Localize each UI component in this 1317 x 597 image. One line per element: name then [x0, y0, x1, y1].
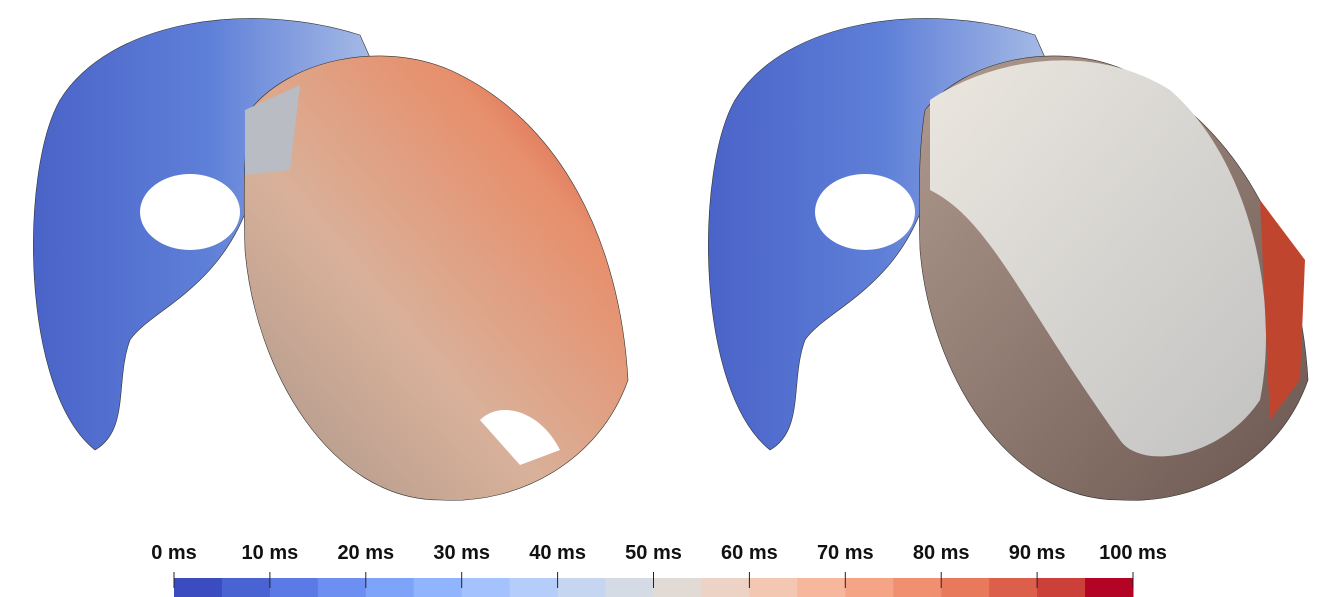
- colorbar-segment: [414, 578, 462, 597]
- colorbar-segment: [366, 578, 414, 597]
- colorbar-segment: [654, 578, 702, 597]
- colorbar-segment: [270, 578, 318, 597]
- colorbar-segment: [510, 578, 558, 597]
- colorbar: 0 ms 10 ms 20 ms 30 ms 40 ms 50 ms 60 ms 70 ms 8…: [151, 542, 1167, 597]
- colorbar-segment: [701, 578, 749, 597]
- tick-label: 100 ms: [1099, 542, 1167, 564]
- colorbar-segment: [749, 578, 797, 597]
- right-mesh: [708, 18, 1308, 500]
- colorbar-segment: [174, 578, 222, 597]
- colorbar-segment: [797, 578, 845, 597]
- colorbar-segment: [989, 578, 1037, 597]
- colorbar-segment: [606, 578, 654, 597]
- tick-label: 70 ms: [817, 542, 874, 564]
- colorbar-segment: [941, 578, 989, 597]
- colorbar-segment: [1085, 578, 1133, 597]
- colorbar-segment: [558, 578, 606, 597]
- tick-label: 40 ms: [529, 542, 586, 564]
- colorbar-segment: [893, 578, 941, 597]
- colorbar-segment: [318, 578, 366, 597]
- figure: 0 ms 10 ms 20 ms 30 ms 40 ms 50 ms 60 ms 70 ms 8…: [0, 0, 1317, 597]
- tick-label: 60 ms: [721, 542, 778, 564]
- tick-label: 50 ms: [625, 542, 682, 564]
- colorbar-segment: [1037, 578, 1085, 597]
- colorbar-segment: [462, 578, 510, 597]
- tick-label: 20 ms: [337, 542, 394, 564]
- tick-label: 0 ms: [151, 542, 197, 564]
- tick-label: 90 ms: [1009, 542, 1066, 564]
- tick-label: 30 ms: [433, 542, 490, 564]
- colorbar-segment: [222, 578, 270, 597]
- left-mesh: [33, 18, 628, 500]
- tick-label: 10 ms: [242, 542, 299, 564]
- tick-label: 80 ms: [913, 542, 970, 564]
- colorbar-segment: [845, 578, 893, 597]
